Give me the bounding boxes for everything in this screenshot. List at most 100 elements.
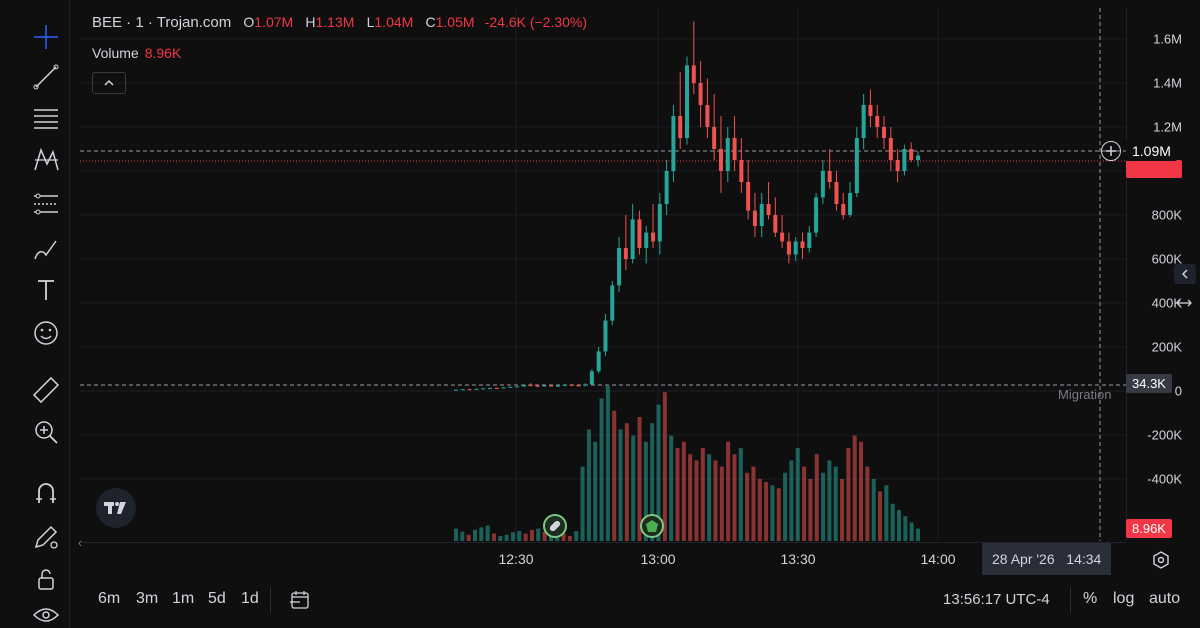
candle-body (528, 384, 533, 386)
candle-body (814, 197, 819, 233)
volume-bar (783, 472, 788, 541)
volume-bar (814, 454, 819, 541)
candle-body (807, 232, 812, 248)
time-tick: 12:30 (498, 551, 534, 567)
percent-button[interactable]: % (1083, 590, 1098, 607)
volume-bar (472, 529, 477, 541)
volume-bar (656, 404, 661, 541)
volume-bar (605, 386, 610, 541)
range-button-6m[interactable]: 6m (98, 590, 121, 607)
low-key: L (366, 14, 375, 30)
forecast-icon[interactable] (26, 187, 66, 221)
crosshair-time: 14:34 (1066, 551, 1102, 567)
symbol-title[interactable]: BEE · 1 · Trojan.com (92, 14, 232, 31)
candlestick-chart (80, 8, 1126, 541)
candle-body (895, 160, 900, 171)
tradingview-logo[interactable] (96, 488, 136, 528)
collapse-legend-button[interactable] (92, 72, 126, 94)
time-tick: 13:00 (640, 551, 676, 567)
volume-bar (561, 533, 566, 541)
crosshair-icon[interactable] (26, 20, 66, 54)
candle-body (780, 232, 785, 242)
volume-bar (523, 533, 528, 541)
price-axis[interactable]: 1.6M1.4M1.2M1M800K600K400K200K0-200K-400… (1126, 8, 1200, 541)
migration-label: Migration (1058, 387, 1112, 402)
candle-body (705, 105, 710, 127)
fib-retracement-icon[interactable] (26, 102, 66, 136)
timezone-clock[interactable]: 13:56:17 UTC-4 (943, 591, 1050, 608)
candle-body (909, 149, 914, 160)
event-marker-pill[interactable] (543, 514, 567, 538)
lock-drawing-icon[interactable] (26, 520, 66, 554)
candle-body (888, 138, 893, 160)
volume-price-label: 8.96K (1126, 519, 1172, 538)
candle-body (644, 232, 649, 248)
candle-body (637, 219, 642, 248)
volume-bar (852, 435, 857, 541)
eye-icon[interactable] (26, 598, 66, 628)
resize-axis-icon[interactable] (1174, 293, 1194, 313)
settings-icon[interactable] (1150, 549, 1172, 571)
go-to-date-icon[interactable] (288, 588, 312, 612)
add-alert-icon[interactable] (1101, 141, 1121, 161)
volume-bar (827, 460, 832, 541)
time-axis[interactable]: 12:30 13:00 13:30 14:00 28 Apr '26 14:34 (80, 542, 1126, 576)
pattern-icon[interactable] (26, 143, 66, 177)
price-tick: 1.4M (1153, 75, 1182, 91)
volume-bar (871, 479, 876, 541)
volume-bar (802, 466, 807, 541)
volume-bar (878, 491, 883, 541)
candle-body (759, 204, 764, 226)
migration-price-label: 34.3K (1126, 374, 1172, 393)
brush-icon[interactable] (26, 232, 66, 266)
emoji-icon[interactable] (26, 316, 66, 350)
chevron-left-icon[interactable] (1174, 264, 1196, 284)
volume-bar (897, 510, 902, 541)
volume-bar (650, 423, 655, 541)
price-tick: 1.6M (1153, 31, 1182, 47)
zoom-in-icon[interactable] (26, 415, 66, 449)
candle-body (861, 105, 866, 138)
auto-button[interactable]: auto (1149, 590, 1181, 607)
range-button-1d[interactable]: 1d (241, 590, 259, 607)
volume-bar (491, 533, 496, 541)
candle-body (617, 248, 622, 286)
candle-body (820, 171, 825, 198)
volume-bar (580, 466, 585, 541)
volume-bar (789, 460, 794, 541)
candle-body (746, 182, 751, 211)
volume-bar (694, 460, 699, 541)
range-button-5d[interactable]: 5d (208, 590, 226, 607)
pump-icon (646, 520, 658, 532)
volume-bar (529, 529, 534, 541)
candle-body (868, 105, 873, 116)
low-value: 1.04M (374, 14, 414, 30)
log-button[interactable]: log (1113, 590, 1135, 607)
text-icon[interactable] (26, 273, 66, 307)
event-marker-pump[interactable] (640, 514, 664, 538)
candle-body (718, 149, 723, 171)
chart-area[interactable] (80, 8, 1126, 541)
volume-label: Volume (92, 45, 139, 61)
volume-bar (542, 531, 547, 541)
candle-body (698, 83, 703, 105)
candle-body (508, 386, 513, 388)
range-button-3m[interactable]: 3m (136, 590, 159, 607)
trend-line-icon[interactable] (26, 60, 66, 94)
candle-body (752, 210, 757, 226)
candle-body (800, 241, 805, 248)
volume-bar (890, 503, 895, 541)
lock-icon[interactable] (26, 562, 66, 596)
range-button-1m[interactable]: 1m (172, 590, 195, 607)
volume-bar (498, 536, 503, 541)
candle-body (515, 386, 520, 388)
high-value: 1.13M (315, 14, 355, 30)
magnet-icon[interactable] (26, 476, 66, 510)
price-tick: 800K (1151, 207, 1182, 223)
time-tick: 13:30 (780, 551, 816, 567)
volume-bar (916, 528, 920, 541)
volume-bar (859, 441, 864, 541)
close-key: C (425, 14, 436, 30)
tv-logo-icon (104, 502, 126, 514)
ruler-icon[interactable] (26, 373, 66, 407)
